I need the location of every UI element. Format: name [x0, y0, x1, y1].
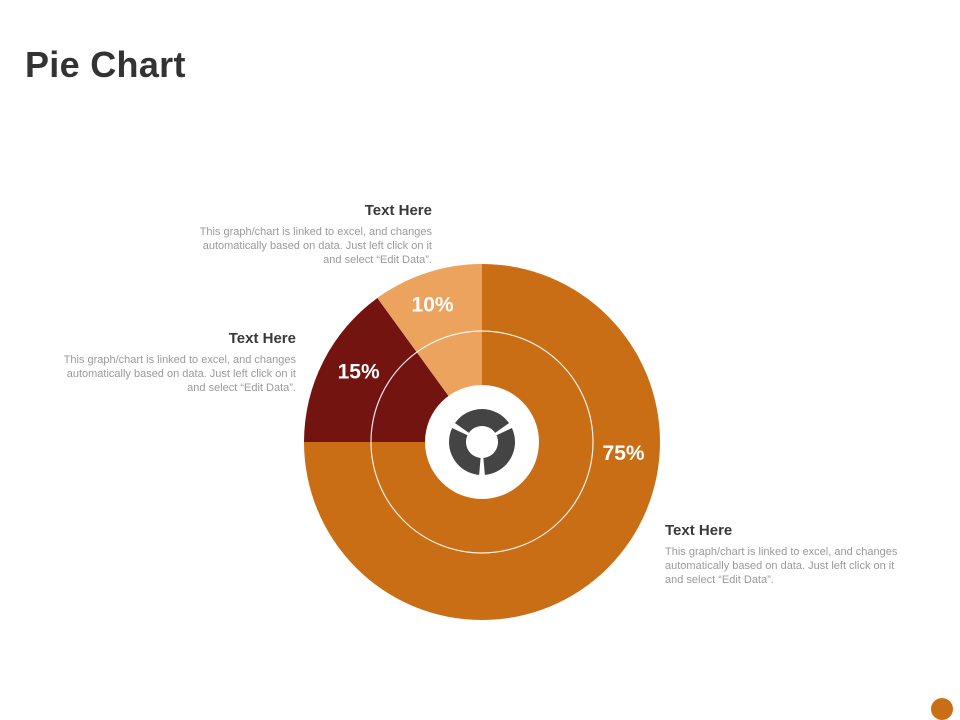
icon-segment [449, 428, 481, 475]
donut-chart-icon [449, 409, 515, 475]
decorative-dot [931, 698, 953, 720]
callout-body: This graph/chart is linked to excel, and… [63, 354, 296, 394]
pie-slice [304, 297, 482, 442]
callout-left: Text Here This graph/chart is linked to … [56, 330, 296, 395]
icon-segment [483, 428, 515, 475]
page-title: Pie Chart [25, 44, 186, 85]
center-hole [425, 385, 539, 499]
callout-top: Text Here This graph/chart is linked to … [192, 202, 432, 267]
slice-label: 15% [338, 361, 380, 384]
callout-heading: Text Here [228, 330, 296, 347]
callout-heading: Text Here [364, 202, 432, 219]
callout-body: This graph/chart is linked to excel, and… [665, 546, 898, 586]
inner-ring [370, 330, 594, 554]
callout-heading: Text Here [665, 522, 733, 539]
slice-label: 75% [603, 442, 645, 465]
callout-right: Text Here This graph/chart is linked to … [665, 522, 905, 587]
callout-body: This graph/chart is linked to excel, and… [199, 226, 432, 266]
slice-labels: 75% 15% 10% [338, 294, 645, 466]
slice-label: 10% [412, 294, 454, 317]
icon-segment [454, 409, 510, 433]
